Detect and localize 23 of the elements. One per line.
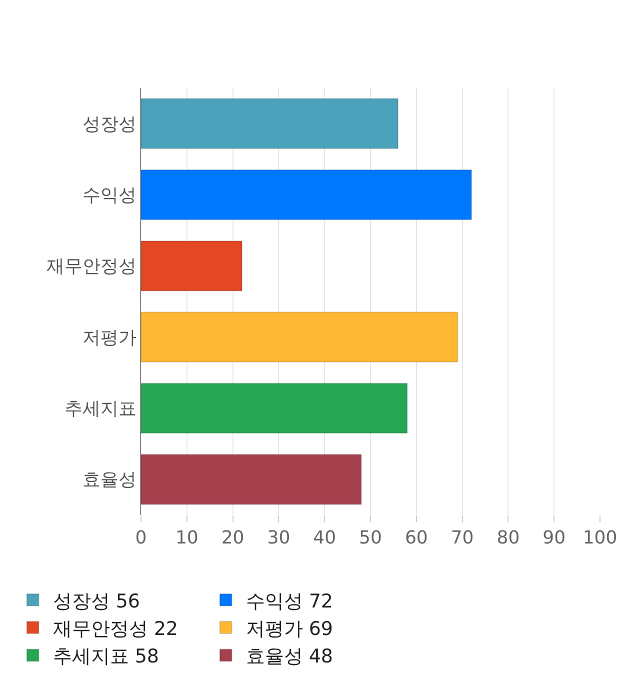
y-tick-label: 효율성 — [82, 470, 136, 491]
x-tick-label: 90 — [542, 528, 566, 549]
legend-label: 성장성 56 — [52, 590, 140, 612]
y-tick-label: 저평가 — [82, 327, 136, 348]
legend-label: 저평가 69 — [246, 618, 334, 640]
y-tick-label: 수익성 — [82, 185, 136, 206]
x-tick-label: 10 — [175, 528, 198, 549]
y-tick-label: 성장성 — [82, 114, 136, 135]
x-tick-label: 0 — [135, 528, 147, 549]
x-tick-label: 50 — [359, 528, 382, 549]
x-tick-label: 20 — [221, 528, 244, 549]
x-tick-label: 30 — [267, 528, 290, 549]
y-tick-label: 재무안정성 — [46, 256, 136, 278]
x-tick-label: 40 — [313, 528, 336, 549]
legend-label: 효율성 48 — [246, 646, 334, 668]
x-tick-label: 60 — [404, 528, 428, 549]
x-tick-label: 100 — [582, 528, 618, 549]
legend-label: 추세지표 58 — [52, 646, 160, 668]
legend-label: 수익성 72 — [246, 590, 334, 612]
x-tick-label: 80 — [496, 528, 520, 549]
y-tick-label: 추세지표 — [64, 398, 136, 420]
legend-label: 재무안정성 22 — [52, 618, 178, 640]
x-tick-label: 70 — [450, 528, 474, 549]
